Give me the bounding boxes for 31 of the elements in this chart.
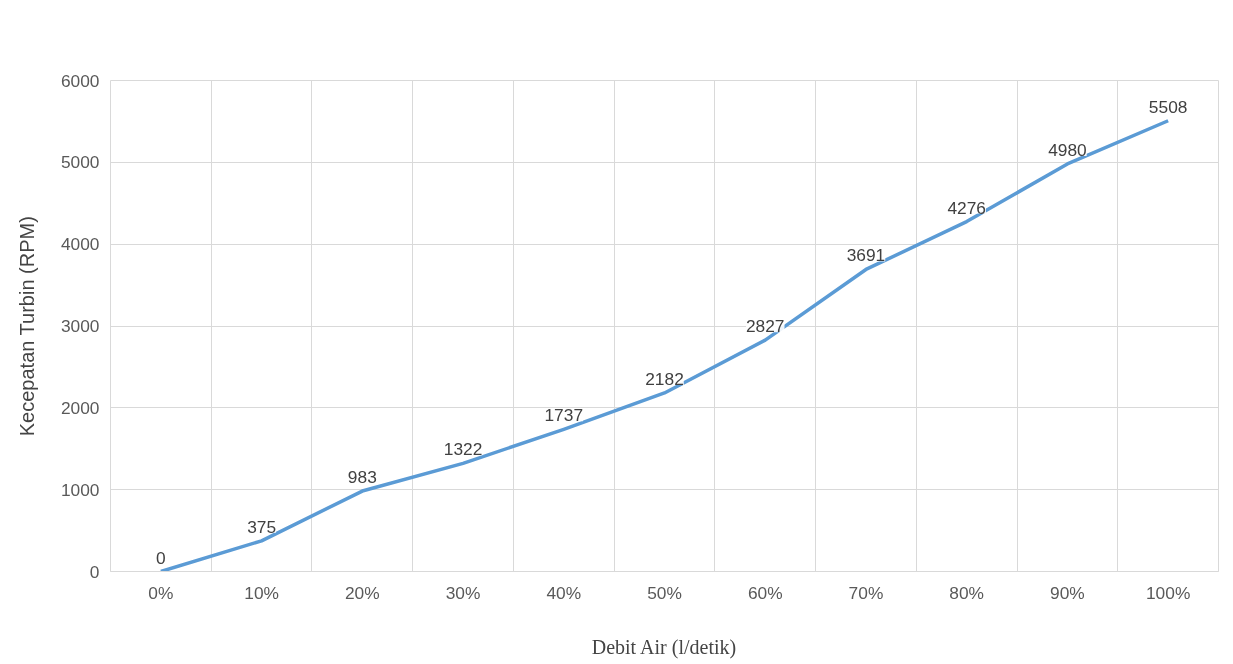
data-label: 375 <box>247 516 277 537</box>
y-tick-label: 1000 <box>60 479 100 500</box>
y-tick-label: 5000 <box>60 152 100 173</box>
x-tick-label: 90% <box>1050 582 1085 603</box>
data-label: 2182 <box>645 368 684 389</box>
x-tick-label: 0% <box>148 582 174 603</box>
data-label: 4980 <box>1048 139 1087 160</box>
x-tick-label: 40% <box>546 582 582 603</box>
data-label: 3691 <box>846 245 886 266</box>
y-tick-label: 2000 <box>60 397 100 418</box>
data-label: 983 <box>347 467 377 488</box>
data-label: 0 <box>156 547 166 568</box>
x-tick-label: 50% <box>647 582 682 603</box>
x-tick-label: 60% <box>747 582 783 603</box>
data-label: 2827 <box>745 316 785 337</box>
data-label: 1322 <box>443 439 483 460</box>
x-tick-label: 20% <box>344 582 380 603</box>
x-tick-label: 80% <box>949 582 985 603</box>
x-axis-title: Debit Air (l/detik) <box>591 635 737 659</box>
y-axis-title: Kecepatan Turbin (RPM) <box>15 216 38 437</box>
data-label: 1737 <box>544 405 584 426</box>
y-tick-label: 3000 <box>60 316 100 336</box>
data-label: 4276 <box>947 197 986 218</box>
x-tick-label: 100% <box>1145 582 1191 603</box>
x-tick-label: 30% <box>445 582 481 603</box>
x-tick-label: 10% <box>244 582 279 603</box>
y-tick-label: 6000 <box>60 70 100 91</box>
y-tick-label: 0 <box>89 561 100 582</box>
y-tick-label: 4000 <box>60 234 100 255</box>
x-tick-label: 70% <box>848 582 884 603</box>
data-label: 5508 <box>1148 96 1188 117</box>
